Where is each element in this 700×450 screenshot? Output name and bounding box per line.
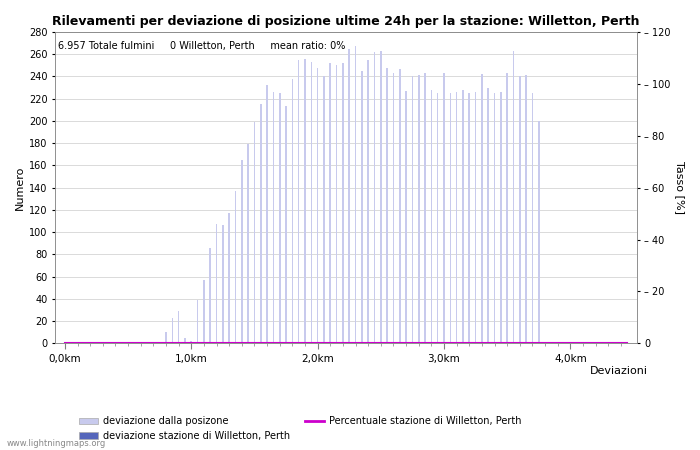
- Bar: [393, 73, 394, 343]
- Bar: [532, 93, 533, 343]
- Bar: [468, 93, 470, 343]
- Bar: [512, 51, 514, 343]
- Bar: [222, 225, 223, 343]
- Bar: [506, 73, 508, 343]
- Bar: [216, 224, 217, 343]
- Bar: [234, 191, 237, 343]
- Text: www.lightningmaps.org: www.lightningmaps.org: [7, 439, 106, 448]
- Bar: [462, 90, 463, 343]
- Bar: [481, 74, 483, 343]
- Bar: [500, 92, 502, 343]
- Bar: [538, 121, 540, 343]
- Bar: [443, 73, 444, 343]
- Bar: [286, 107, 287, 343]
- Bar: [165, 332, 167, 343]
- Bar: [209, 248, 211, 343]
- Bar: [298, 60, 300, 343]
- Bar: [380, 51, 382, 343]
- Title: Rilevamenti per deviazione di posizione ultime 24h per la stazione: Willetton, P: Rilevamenti per deviazione di posizione …: [52, 15, 640, 28]
- Bar: [266, 86, 268, 343]
- Bar: [399, 69, 400, 343]
- Bar: [228, 213, 230, 343]
- Bar: [449, 93, 451, 343]
- Bar: [304, 58, 306, 343]
- X-axis label: Deviazioni: Deviazioni: [590, 366, 648, 377]
- Bar: [178, 311, 179, 343]
- Bar: [349, 49, 350, 343]
- Bar: [197, 300, 198, 343]
- Bar: [336, 65, 337, 343]
- Bar: [456, 92, 457, 343]
- Y-axis label: Numero: Numero: [15, 166, 25, 210]
- Bar: [405, 91, 407, 343]
- Bar: [323, 76, 325, 343]
- Bar: [475, 92, 477, 343]
- Text: 6.957 Totale fulmini     0 Willetton, Perth     mean ratio: 0%: 6.957 Totale fulmini 0 Willetton, Perth …: [58, 41, 346, 51]
- Bar: [292, 79, 293, 343]
- Bar: [330, 63, 331, 343]
- Bar: [241, 160, 243, 343]
- Bar: [412, 76, 413, 343]
- Bar: [525, 75, 527, 343]
- Bar: [418, 75, 419, 343]
- Bar: [311, 62, 312, 343]
- Bar: [361, 71, 363, 343]
- Bar: [172, 318, 173, 343]
- Bar: [203, 280, 204, 343]
- Y-axis label: Tasso [%]: Tasso [%]: [675, 161, 685, 214]
- Bar: [190, 341, 192, 343]
- Legend: deviazione dalla posizone, deviazione stazione di Willetton, Perth, Percentuale : deviazione dalla posizone, deviazione st…: [75, 413, 526, 445]
- Bar: [368, 60, 369, 343]
- Bar: [519, 76, 521, 343]
- Bar: [184, 338, 186, 343]
- Bar: [494, 93, 496, 343]
- Bar: [77, 342, 78, 343]
- Bar: [386, 68, 388, 343]
- Bar: [430, 90, 432, 343]
- Bar: [279, 93, 281, 343]
- Bar: [247, 144, 249, 343]
- Bar: [355, 46, 356, 343]
- Bar: [317, 68, 318, 343]
- Bar: [253, 122, 256, 343]
- Bar: [374, 52, 375, 343]
- Bar: [272, 92, 274, 343]
- Bar: [437, 93, 438, 343]
- Bar: [487, 88, 489, 343]
- Bar: [342, 63, 344, 343]
- Bar: [260, 104, 262, 343]
- Bar: [424, 73, 426, 343]
